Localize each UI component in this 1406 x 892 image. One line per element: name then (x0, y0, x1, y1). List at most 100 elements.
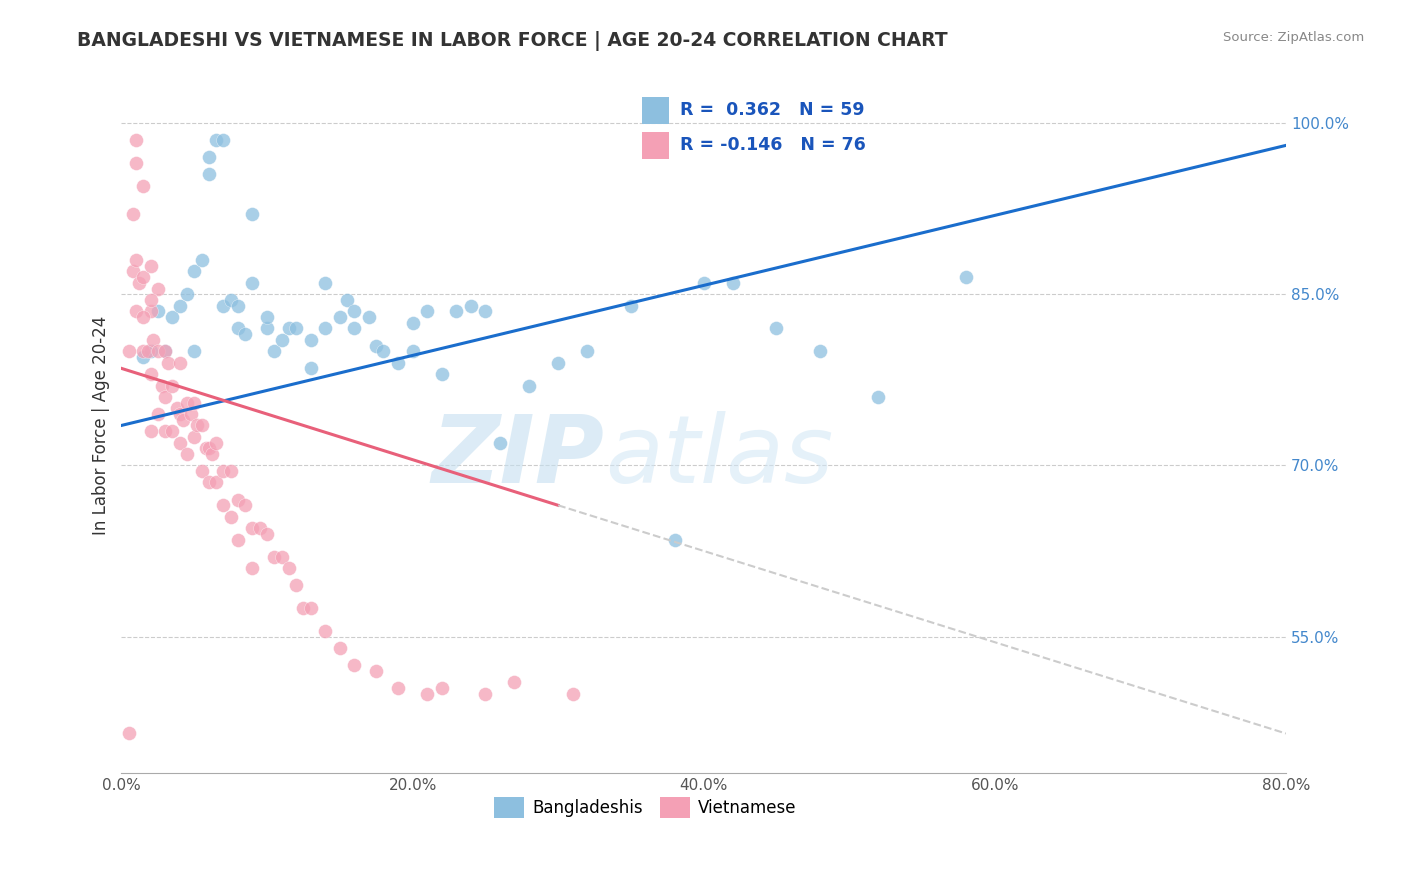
Point (212, 299, 235, 313)
Point (125, 156, 148, 170)
Point (444, 304, 467, 318)
Point (142, 333, 165, 347)
Point (219, 509, 242, 524)
Point (146, 304, 169, 318)
Point (205, 133, 228, 147)
Point (270, 549, 292, 564)
Point (226, 492, 249, 507)
Y-axis label: In Labor Force | Age 20-24: In Labor Force | Age 20-24 (93, 316, 110, 535)
Point (292, 601, 315, 615)
Point (576, 344, 599, 359)
Point (153, 424, 176, 438)
Point (146, 344, 169, 359)
Point (430, 367, 453, 381)
Point (373, 344, 395, 359)
Point (212, 498, 235, 512)
Point (153, 344, 176, 359)
Point (157, 356, 180, 370)
Point (172, 413, 194, 427)
Point (256, 321, 278, 335)
Point (299, 333, 322, 347)
Point (285, 578, 308, 592)
Point (692, 276, 714, 290)
Point (401, 316, 423, 330)
Point (242, 276, 264, 290)
Point (270, 333, 292, 347)
Point (314, 321, 336, 335)
Point (277, 561, 299, 575)
Point (955, 270, 977, 285)
Point (299, 361, 322, 376)
Legend: Bangladeshis, Vietnamese: Bangladeshis, Vietnamese (488, 790, 803, 824)
Point (474, 687, 496, 701)
Point (357, 310, 380, 324)
Point (263, 549, 285, 564)
Point (226, 299, 249, 313)
Point (561, 687, 583, 701)
Point (329, 640, 352, 655)
Point (503, 675, 526, 690)
Point (162, 310, 184, 324)
Point (387, 356, 409, 370)
Point (183, 344, 205, 359)
Text: BANGLADESHI VS VIETNAMESE IN LABOR FORCE | AGE 20-24 CORRELATION CHART: BANGLADESHI VS VIETNAMESE IN LABOR FORCE… (77, 31, 948, 51)
Point (118, 726, 141, 740)
Point (153, 390, 176, 404)
Point (620, 299, 643, 313)
Point (146, 407, 169, 421)
Point (190, 418, 212, 433)
Point (226, 533, 249, 547)
Point (263, 344, 285, 359)
Point (314, 624, 336, 638)
Point (242, 521, 264, 535)
Point (212, 133, 235, 147)
Point (122, 264, 145, 278)
Point (194, 442, 217, 456)
Point (197, 150, 219, 164)
Point (176, 447, 198, 461)
Point (139, 367, 162, 381)
Point (249, 521, 271, 535)
Point (201, 447, 224, 461)
Point (430, 681, 453, 695)
Point (132, 344, 155, 359)
Point (299, 601, 322, 615)
Point (517, 378, 540, 392)
Point (118, 344, 141, 359)
Point (226, 321, 249, 335)
Point (128, 276, 150, 290)
Point (169, 356, 191, 370)
Text: ZIP: ZIP (432, 410, 605, 503)
Point (176, 395, 198, 409)
Point (242, 561, 264, 575)
Point (285, 321, 308, 335)
Point (242, 207, 264, 221)
Point (150, 378, 173, 392)
Point (489, 435, 512, 450)
Point (132, 178, 155, 193)
Point (153, 344, 176, 359)
Point (219, 293, 242, 307)
Point (162, 424, 184, 438)
Point (197, 475, 219, 490)
Point (401, 344, 423, 359)
Point (808, 344, 831, 359)
Point (343, 658, 366, 673)
Point (146, 281, 169, 295)
Point (336, 293, 359, 307)
Point (125, 133, 148, 147)
Point (277, 321, 299, 335)
Point (233, 498, 256, 512)
Point (166, 401, 188, 416)
Point (122, 207, 145, 221)
Point (460, 299, 482, 313)
Point (329, 310, 352, 324)
Point (205, 435, 228, 450)
Point (868, 390, 890, 404)
Point (176, 287, 198, 301)
Point (664, 533, 686, 547)
Point (190, 464, 212, 478)
Point (169, 299, 191, 313)
Point (721, 276, 744, 290)
Point (139, 259, 162, 273)
